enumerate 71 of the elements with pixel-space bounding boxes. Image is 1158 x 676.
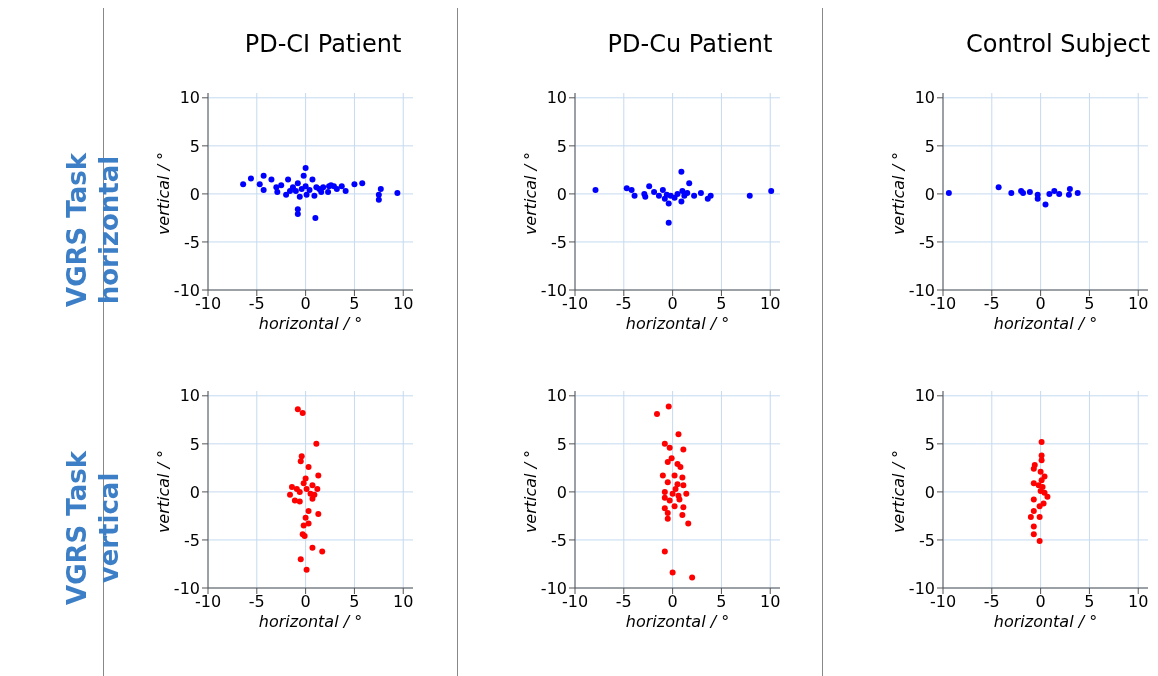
x-tick-label: 5 bbox=[1084, 294, 1095, 314]
y-tick-label: 10 bbox=[546, 386, 567, 406]
x-tick-label: 10 bbox=[393, 592, 414, 612]
x-axis-title: horizontal / ° bbox=[257, 612, 364, 631]
x-tick-label: 0 bbox=[1035, 592, 1046, 612]
y-tick-label: 5 bbox=[924, 434, 935, 454]
y-tick-label: -5 bbox=[919, 530, 935, 550]
chart-title: PD-CI Patient bbox=[243, 30, 403, 58]
y-tick-label: 5 bbox=[556, 434, 567, 454]
y-axis-title: vertical / ° bbox=[153, 150, 173, 238]
x-tick-label: 10 bbox=[1128, 294, 1149, 314]
y-tick-label: 10 bbox=[914, 386, 935, 406]
y-tick-label: 5 bbox=[924, 136, 935, 156]
y-tick-label: -5 bbox=[551, 530, 567, 550]
y-tick-label: -10 bbox=[173, 578, 200, 598]
x-axis-title: horizontal / ° bbox=[624, 612, 731, 631]
y-tick-label: -10 bbox=[173, 280, 200, 300]
x-tick-label: 0 bbox=[300, 592, 311, 612]
x-tick-label: 5 bbox=[349, 592, 360, 612]
x-tick-label: 10 bbox=[760, 294, 781, 314]
x-axis-title: horizontal / ° bbox=[992, 612, 1099, 631]
y-tick-label: -5 bbox=[919, 232, 935, 252]
x-tick-label: -5 bbox=[615, 294, 632, 314]
x-tick-label: 10 bbox=[1128, 592, 1149, 612]
y-tick-label: 5 bbox=[189, 136, 200, 156]
x-tick-label: 0 bbox=[300, 294, 311, 314]
x-tick-label: -5 bbox=[983, 294, 1000, 314]
y-tick-label: 5 bbox=[189, 434, 200, 454]
x-tick-label: 5 bbox=[349, 294, 360, 314]
y-tick-label: 0 bbox=[924, 184, 935, 204]
y-axis-title: vertical / ° bbox=[520, 150, 540, 238]
x-tick-label: 10 bbox=[393, 294, 414, 314]
y-axis-title: vertical / ° bbox=[520, 448, 540, 536]
x-tick-label: -5 bbox=[248, 592, 265, 612]
y-tick-label: 0 bbox=[556, 184, 567, 204]
y-axis-title: vertical / ° bbox=[153, 448, 173, 536]
y-tick-label: -5 bbox=[184, 232, 200, 252]
y-tick-label: -10 bbox=[908, 280, 935, 300]
x-axis-title: horizontal / ° bbox=[624, 314, 731, 333]
y-tick-label: -10 bbox=[908, 578, 935, 598]
y-tick-label: -5 bbox=[551, 232, 567, 252]
x-tick-label: -5 bbox=[248, 294, 265, 314]
x-tick-label: 10 bbox=[760, 592, 781, 612]
x-axis-title: horizontal / ° bbox=[257, 314, 364, 333]
y-tick-label: -10 bbox=[540, 578, 567, 598]
y-tick-label: 10 bbox=[179, 386, 200, 406]
chart-title: Control Subject bbox=[964, 30, 1152, 58]
x-tick-label: -5 bbox=[983, 592, 1000, 612]
x-tick-label: 5 bbox=[1084, 592, 1095, 612]
y-axis-title: vertical / ° bbox=[888, 448, 908, 536]
x-tick-label: 0 bbox=[1035, 294, 1046, 314]
y-tick-label: -5 bbox=[184, 530, 200, 550]
y-tick-label: 10 bbox=[546, 88, 567, 108]
text: VGRS Task horizontal bbox=[61, 152, 125, 309]
x-tick-label: 0 bbox=[667, 294, 678, 314]
y-tick-label: 10 bbox=[179, 88, 200, 108]
x-axis-title: horizontal / ° bbox=[992, 314, 1099, 333]
y-tick-label: 0 bbox=[189, 184, 200, 204]
x-tick-label: 0 bbox=[667, 592, 678, 612]
y-axis-title: vertical / ° bbox=[888, 150, 908, 238]
x-tick-label: -5 bbox=[615, 592, 632, 612]
y-tick-label: -10 bbox=[540, 280, 567, 300]
x-tick-label: 5 bbox=[716, 294, 727, 314]
text: VGRS Task vertical bbox=[61, 450, 125, 607]
x-tick-label: 5 bbox=[716, 592, 727, 612]
y-tick-label: 10 bbox=[914, 88, 935, 108]
chart-title: PD-Cu Patient bbox=[606, 30, 774, 58]
y-tick-label: 0 bbox=[556, 482, 567, 502]
y-tick-label: 0 bbox=[189, 482, 200, 502]
y-tick-label: 5 bbox=[556, 136, 567, 156]
y-tick-label: 0 bbox=[924, 482, 935, 502]
